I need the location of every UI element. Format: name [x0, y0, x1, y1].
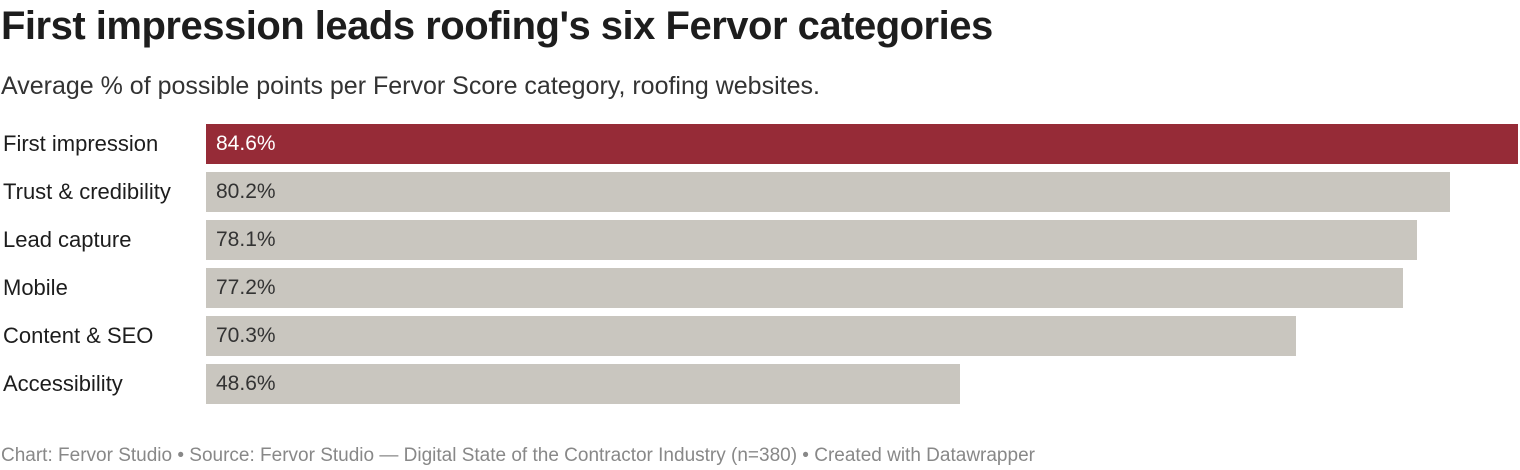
bar: 80.2%: [206, 172, 1450, 212]
chart-footer: Chart: Fervor Studio • Source: Fervor St…: [1, 445, 1035, 466]
category-label: First impression: [3, 131, 159, 156]
value-label: 78.1%: [216, 228, 276, 251]
bar-row: Lead capture 78.1%: [0, 220, 1520, 260]
bar: 84.6%: [206, 124, 1518, 164]
bar-row: Accessibility 48.6%: [0, 364, 1520, 404]
category-label: Mobile: [3, 275, 68, 300]
value-label: 77.2%: [216, 276, 276, 299]
category-label: Trust & credibility: [3, 179, 171, 204]
chart-title: First impression leads roofing's six Fer…: [1, 4, 993, 48]
value-label: 70.3%: [216, 324, 276, 347]
bar: 78.1%: [206, 220, 1418, 260]
bar-chart: First impression 84.6% Trust & credibility…: [0, 124, 1520, 406]
category-label: Content & SEO: [3, 323, 154, 348]
value-label: 80.2%: [216, 180, 276, 203]
category-label: Lead capture: [3, 227, 132, 252]
bar-row: Trust & credibility 80.2%: [0, 172, 1520, 212]
value-label: 48.6%: [216, 372, 276, 395]
bar-row: First impression 84.6%: [0, 124, 1520, 164]
bar: 70.3%: [206, 316, 1297, 356]
value-label: 84.6%: [216, 132, 276, 155]
bar-row: Content & SEO 70.3%: [0, 316, 1520, 356]
bar: 48.6%: [206, 364, 960, 404]
bar-row: Mobile 77.2%: [0, 268, 1520, 308]
bar: 77.2%: [206, 268, 1404, 308]
category-label: Accessibility: [3, 371, 123, 396]
chart-subtitle: Average % of possible points per Fervor …: [1, 72, 820, 100]
